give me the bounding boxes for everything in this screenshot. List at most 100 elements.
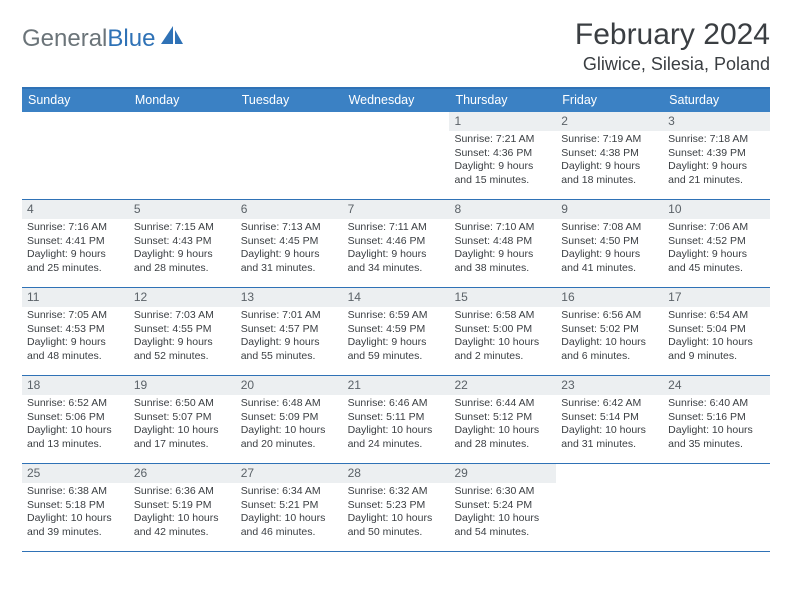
day-number: 29 <box>449 464 556 483</box>
sunset-text: Sunset: 4:43 PM <box>134 235 231 248</box>
day-info: Sunrise: 6:52 AMSunset: 5:06 PMDaylight:… <box>22 397 129 455</box>
sunset-text: Sunset: 5:21 PM <box>241 499 338 512</box>
sunrise-text: Sunrise: 7:05 AM <box>27 309 124 322</box>
day-info: Sunrise: 6:38 AMSunset: 5:18 PMDaylight:… <box>22 485 129 543</box>
sunrise-text: Sunrise: 7:15 AM <box>134 221 231 234</box>
dow-monday: Monday <box>129 89 236 112</box>
sunset-text: Sunset: 4:46 PM <box>348 235 445 248</box>
day-info: Sunrise: 6:59 AMSunset: 4:59 PMDaylight:… <box>343 309 450 367</box>
week-row: 4 Sunrise: 7:16 AMSunset: 4:41 PMDaylight… <box>22 200 770 288</box>
day-number <box>22 112 129 116</box>
day-number <box>343 112 450 116</box>
sunset-text: Sunset: 5:04 PM <box>668 323 765 336</box>
day-cell: 3 Sunrise: 7:18 AMSunset: 4:39 PMDaylight… <box>663 112 770 199</box>
day-cell: 9Sunrise: 7:08 AMSunset: 4:50 PMDaylight… <box>556 200 663 287</box>
daylight-text: Daylight: 9 hours and 38 minutes. <box>454 248 551 275</box>
day-info: Sunrise: 6:44 AMSunset: 5:12 PMDaylight:… <box>449 397 556 455</box>
day-info: Sunrise: 6:58 AMSunset: 5:00 PMDaylight:… <box>449 309 556 367</box>
daylight-text: Daylight: 9 hours and 21 minutes. <box>668 160 765 187</box>
daylight-text: Daylight: 9 hours and 31 minutes. <box>241 248 338 275</box>
sunset-text: Sunset: 5:14 PM <box>561 411 658 424</box>
day-info: Sunrise: 6:30 AMSunset: 5:24 PMDaylight:… <box>449 485 556 543</box>
sunset-text: Sunset: 5:16 PM <box>668 411 765 424</box>
location: Gliwice, Silesia, Poland <box>575 54 770 75</box>
day-cell: 27Sunrise: 6:34 AMSunset: 5:21 PMDayligh… <box>236 464 343 551</box>
sunrise-text: Sunrise: 6:42 AM <box>561 397 658 410</box>
daylight-text: Daylight: 9 hours and 52 minutes. <box>134 336 231 363</box>
day-number: 11 <box>22 288 129 307</box>
sunrise-text: Sunrise: 7:18 AM <box>668 133 765 146</box>
daylight-text: Daylight: 10 hours and 42 minutes. <box>134 512 231 539</box>
day-number: 19 <box>129 376 236 395</box>
day-cell: 2Sunrise: 7:19 AMSunset: 4:38 PMDaylight… <box>556 112 663 199</box>
daylight-text: Daylight: 10 hours and 39 minutes. <box>27 512 124 539</box>
day-number: 6 <box>236 200 343 219</box>
daylight-text: Daylight: 10 hours and 31 minutes. <box>561 424 658 451</box>
sail-icon <box>159 24 185 53</box>
dow-wednesday: Wednesday <box>343 89 450 112</box>
day-cell <box>663 464 770 551</box>
sunset-text: Sunset: 5:09 PM <box>241 411 338 424</box>
day-number: 18 <box>22 376 129 395</box>
calendar-page: GeneralBlue February 2024 Gliwice, Siles… <box>0 0 792 562</box>
day-info: Sunrise: 7:21 AMSunset: 4:36 PMDaylight:… <box>449 133 556 191</box>
daylight-text: Daylight: 10 hours and 6 minutes. <box>561 336 658 363</box>
day-number: 3 <box>663 112 770 131</box>
day-of-week-header: Sunday Monday Tuesday Wednesday Thursday… <box>22 89 770 112</box>
sunset-text: Sunset: 4:59 PM <box>348 323 445 336</box>
logo-text-1: General <box>22 25 107 53</box>
sunrise-text: Sunrise: 6:52 AM <box>27 397 124 410</box>
day-info: Sunrise: 6:36 AMSunset: 5:19 PMDaylight:… <box>129 485 236 543</box>
day-number: 2 <box>556 112 663 131</box>
sunrise-text: Sunrise: 7:08 AM <box>561 221 658 234</box>
sunset-text: Sunset: 5:24 PM <box>454 499 551 512</box>
day-number: 4 <box>22 200 129 219</box>
day-info: Sunrise: 6:42 AMSunset: 5:14 PMDaylight:… <box>556 397 663 455</box>
daylight-text: Daylight: 10 hours and 17 minutes. <box>134 424 231 451</box>
day-number: 14 <box>343 288 450 307</box>
daylight-text: Daylight: 9 hours and 45 minutes. <box>668 248 765 275</box>
month-title: February 2024 <box>575 18 770 52</box>
day-info: Sunrise: 7:01 AMSunset: 4:57 PMDaylight:… <box>236 309 343 367</box>
sunrise-text: Sunrise: 6:58 AM <box>454 309 551 322</box>
day-cell: 7Sunrise: 7:11 AMSunset: 4:46 PMDaylight… <box>343 200 450 287</box>
dow-friday: Friday <box>556 89 663 112</box>
day-number: 25 <box>22 464 129 483</box>
day-cell <box>22 112 129 199</box>
daylight-text: Daylight: 10 hours and 54 minutes. <box>454 512 551 539</box>
sunrise-text: Sunrise: 6:56 AM <box>561 309 658 322</box>
day-number: 17 <box>663 288 770 307</box>
daylight-text: Daylight: 10 hours and 2 minutes. <box>454 336 551 363</box>
sunset-text: Sunset: 5:06 PM <box>27 411 124 424</box>
day-info: Sunrise: 7:13 AMSunset: 4:45 PMDaylight:… <box>236 221 343 279</box>
daylight-text: Daylight: 9 hours and 28 minutes. <box>134 248 231 275</box>
sunset-text: Sunset: 5:18 PM <box>27 499 124 512</box>
sunset-text: Sunset: 5:11 PM <box>348 411 445 424</box>
sunset-text: Sunset: 4:39 PM <box>668 147 765 160</box>
day-info: Sunrise: 7:11 AMSunset: 4:46 PMDaylight:… <box>343 221 450 279</box>
sunset-text: Sunset: 4:57 PM <box>241 323 338 336</box>
logo: GeneralBlue <box>22 18 185 53</box>
day-info: Sunrise: 7:08 AMSunset: 4:50 PMDaylight:… <box>556 221 663 279</box>
day-number: 16 <box>556 288 663 307</box>
day-number <box>129 112 236 116</box>
day-info: Sunrise: 7:18 AMSunset: 4:39 PMDaylight:… <box>663 133 770 191</box>
daylight-text: Daylight: 10 hours and 24 minutes. <box>348 424 445 451</box>
day-info: Sunrise: 7:16 AMSunset: 4:41 PMDaylight:… <box>22 221 129 279</box>
day-cell: 17Sunrise: 6:54 AMSunset: 5:04 PMDayligh… <box>663 288 770 375</box>
daylight-text: Daylight: 10 hours and 9 minutes. <box>668 336 765 363</box>
week-row: 25 Sunrise: 6:38 AMSunset: 5:18 PMDayligh… <box>22 464 770 552</box>
sunrise-text: Sunrise: 7:16 AM <box>27 221 124 234</box>
dow-sunday: Sunday <box>22 89 129 112</box>
sunrise-text: Sunrise: 7:13 AM <box>241 221 338 234</box>
day-cell <box>129 112 236 199</box>
sunrise-text: Sunrise: 7:06 AM <box>668 221 765 234</box>
day-cell: 12Sunrise: 7:03 AMSunset: 4:55 PMDayligh… <box>129 288 236 375</box>
sunset-text: Sunset: 4:55 PM <box>134 323 231 336</box>
sunset-text: Sunset: 5:00 PM <box>454 323 551 336</box>
daylight-text: Daylight: 9 hours and 55 minutes. <box>241 336 338 363</box>
daylight-text: Daylight: 10 hours and 13 minutes. <box>27 424 124 451</box>
day-number: 5 <box>129 200 236 219</box>
sunset-text: Sunset: 4:50 PM <box>561 235 658 248</box>
week-row: 11Sunrise: 7:05 AMSunset: 4:53 PMDayligh… <box>22 288 770 376</box>
